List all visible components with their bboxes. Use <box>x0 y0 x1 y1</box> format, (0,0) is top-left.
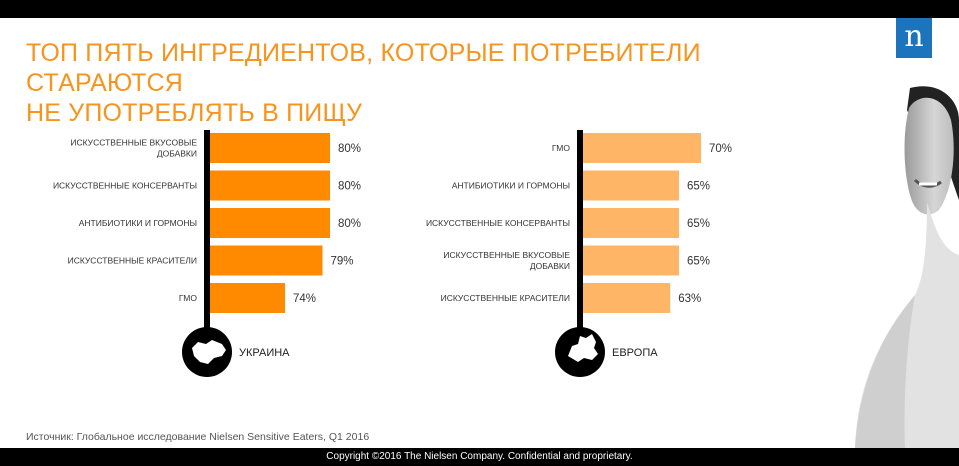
ukraine-value-label-2: 80% <box>338 181 361 193</box>
europe-category-line: ДОБАВКИ <box>530 261 570 271</box>
ukraine-category-line: ИСКУССТВЕННЫЕ КОНСЕРВАНТЫ <box>53 181 197 191</box>
europe-category-label-2: АНТИБИОТИКИ И ГОРМОНЫ <box>452 181 570 191</box>
nielsen-logo: n <box>896 18 932 58</box>
copyright-footer: Copyright ©2016 The Nielsen Company. Con… <box>0 448 959 466</box>
europe-value-label-3: 65% <box>687 218 710 230</box>
ukraine-bar-3 <box>210 208 330 238</box>
ukraine-category-line: ИСКУССТВЕННЫЕ ВКУСОВЫЕ <box>70 138 197 148</box>
europe-map-icon <box>555 327 605 377</box>
ukraine-category-label-3: АНТИБИОТИКИ И ГОРМОНЫ <box>79 218 197 228</box>
europe-bar-2 <box>583 170 679 201</box>
europe-value-label-4: 65% <box>687 256 710 268</box>
top-bar <box>0 0 959 18</box>
europe-category-line: ИСКУССТВЕННЫЕ КРАСИТЕЛИ <box>441 293 570 303</box>
europe-value-label-5: 63% <box>678 293 701 305</box>
europe-axis-line <box>577 130 583 345</box>
europe-category-line: АНТИБИОТИКИ И ГОРМОНЫ <box>452 181 570 191</box>
europe-category-label-5: ИСКУССТВЕННЫЕ КРАСИТЕЛИ <box>441 293 570 303</box>
ukraine-chart: 80% ИСКУССТВЕННЫЕ ВКУСОВЫЕ ДОБАВКИ 80% ИСКУС… <box>0 130 420 390</box>
ukraine-category-label-2: ИСКУССТВЕННЫЕ КОНСЕРВАНТЫ <box>53 181 197 191</box>
ukraine-value-label-3: 80% <box>338 218 361 230</box>
ukraine-category-line: ДОБАВКИ <box>157 149 197 159</box>
europe-value-label-2: 65% <box>687 181 710 193</box>
europe-region-label: ЕВРОПА <box>612 347 658 359</box>
europe-category-line: ИСКУССТВЕННЫЕ КОНСЕРВАНТЫ <box>426 218 570 228</box>
page-title: ТОП ПЯТЬ ИНГРЕДИЕНТОВ, КОТОРЫЕ ПОТРЕБИТЕ… <box>26 38 846 128</box>
ukraine-chart-svg: 80% ИСКУССТВЕННЫЕ ВКУСОВЫЕ ДОБАВКИ 80% ИСКУС… <box>53 130 361 377</box>
ukraine-category-line: ГМО <box>179 293 197 303</box>
europe-category-line: ГМО <box>552 143 570 153</box>
ukraine-value-label-5: 74% <box>293 293 316 305</box>
europe-chart: 70% ГМО 65% АНТИБИОТИКИ И ГОРМОНЫ 65% ИСКУССТ… <box>380 130 800 390</box>
ukraine-category-label-5: ГМО <box>179 293 197 303</box>
ukraine-value-label-1: 80% <box>338 143 361 155</box>
europe-category-line: ИСКУССТВЕННЫЕ ВКУСОВЫЕ <box>443 250 570 260</box>
ukraine-region-label: УКРАИНА <box>239 347 290 359</box>
ukraine-bar-2 <box>210 170 330 201</box>
europe-bar-3 <box>583 208 679 238</box>
europe-value-label-1: 70% <box>709 143 732 155</box>
ukraine-category-label-4: ИСКУССТВЕННЫЕ КРАСИТЕЛИ <box>68 256 197 266</box>
ukraine-category-line: АНТИБИОТИКИ И ГОРМОНЫ <box>79 218 197 228</box>
title-line-2: НЕ УПОТРЕБЛЯТЬ В ПИЩУ <box>26 99 363 127</box>
title-line-1: ТОП ПЯТЬ ИНГРЕДИЕНТОВ, КОТОРЫЕ ПОТРЕБИТЕ… <box>26 39 701 97</box>
europe-category-label-1: ГМО <box>552 143 570 153</box>
europe-bar-1 <box>583 133 701 163</box>
ukraine-bar-5 <box>210 283 285 313</box>
ukraine-axis-line <box>204 130 210 345</box>
woman-photo <box>855 86 959 448</box>
europe-category-label-4: ИСКУССТВЕННЫЕ ВКУСОВЫЕ ДОБАВКИ <box>443 250 570 271</box>
ukraine-bar-1 <box>210 133 330 163</box>
ukraine-map-icon <box>182 327 232 377</box>
ukraine-value-label-4: 79% <box>331 256 354 268</box>
source-note: Источник: Глобальное исследование Nielse… <box>26 431 370 443</box>
ukraine-category-line: ИСКУССТВЕННЫЕ КРАСИТЕЛИ <box>68 256 197 266</box>
europe-category-label-3: ИСКУССТВЕННЫЕ КОНСЕРВАНТЫ <box>426 218 570 228</box>
europe-chart-svg: 70% ГМО 65% АНТИБИОТИКИ И ГОРМОНЫ 65% ИСКУССТ… <box>426 130 732 377</box>
europe-bar-4 <box>583 245 679 276</box>
ukraine-bar-4 <box>210 245 323 276</box>
europe-bar-5 <box>583 283 671 313</box>
ukraine-category-label-1: ИСКУССТВЕННЫЕ ВКУСОВЫЕ ДОБАВКИ <box>70 138 197 159</box>
